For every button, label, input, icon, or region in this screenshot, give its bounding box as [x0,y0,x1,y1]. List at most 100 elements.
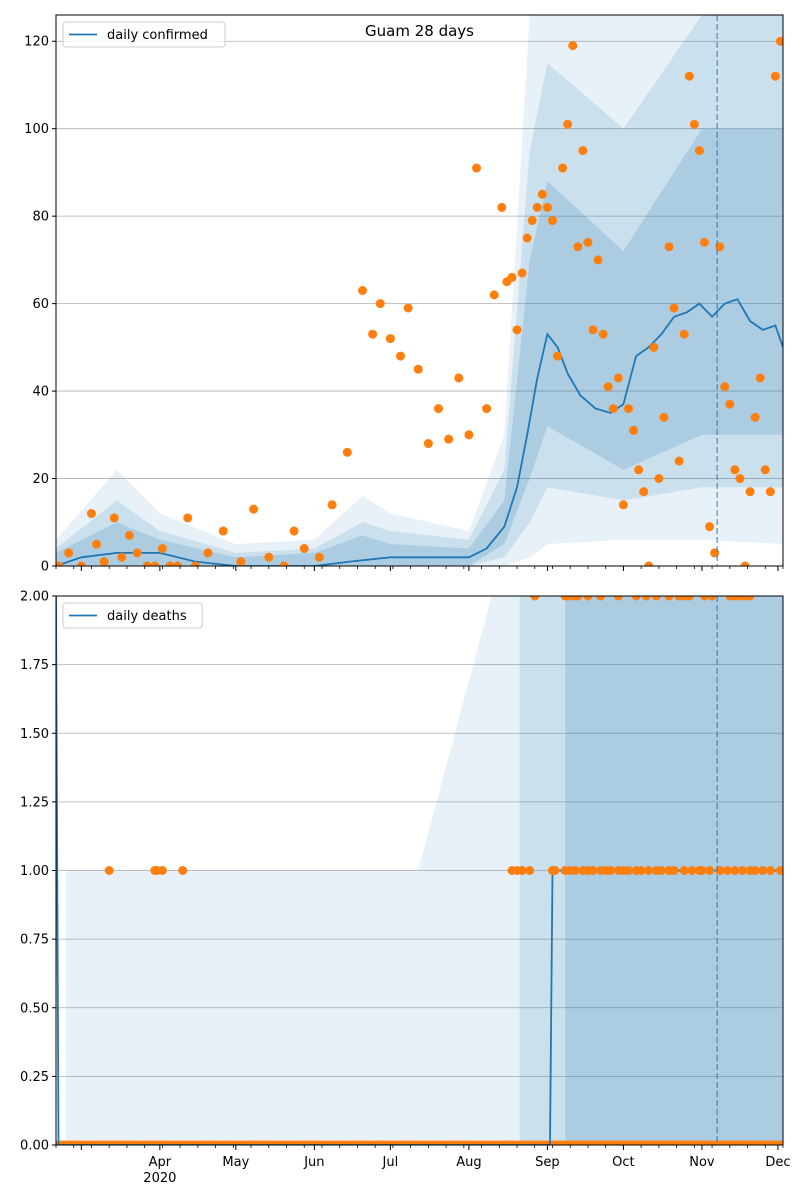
observed-point [623,404,633,414]
deaths-panel: 0.00 0.25 0.50 0.75 1.00 1.25 1.50 1.75 2.00 Apr M… [20,590,790,1187]
uncertainty-band-outer [66,596,783,1145]
x-year-label: 2020 [143,1171,176,1186]
observed-point [760,465,770,475]
observed-point [433,404,443,414]
observed-point [249,504,259,514]
observed-point [550,866,560,875]
observed-point [623,866,633,875]
axes-frame [55,14,784,567]
observed-point [573,242,583,252]
x-tick-label: Jul [382,1155,399,1170]
y-tick-label: 80 [32,210,49,225]
observed-point [606,866,616,875]
model-line [56,298,783,566]
observed-point [563,119,573,129]
observed-point [542,202,552,212]
y-tick-label: 0.25 [20,1070,49,1085]
observed-point [608,404,618,414]
observed-point [342,447,352,457]
observed-point [165,561,175,566]
x-tick-label: Aug [456,1155,481,1170]
observed-point [413,364,423,374]
x-tick-label: Dec [765,1155,790,1170]
observed-point [745,487,755,497]
observed-point [689,119,699,129]
observed-point [740,561,750,566]
observed-point [656,866,666,875]
observed-point [76,561,86,566]
observed-point [558,163,568,173]
observed-point [530,596,540,601]
observed-point [755,373,765,383]
observed-point [573,596,583,601]
observed-point [735,474,745,484]
observed-point [613,596,623,601]
observed-point [56,561,64,566]
observed-point [522,233,532,243]
y-tick-label: 0.75 [20,933,49,948]
observed-point [327,500,337,510]
observed-point [644,561,654,566]
observed-point [596,596,606,601]
observed-point [517,268,527,278]
observed-point [697,866,707,875]
y-tick-label: 1.00 [20,864,49,879]
legend-label: daily confirmed [107,28,208,43]
x-tick-label: Nov [689,1155,715,1170]
observed-point [775,36,783,46]
observed-point [679,329,689,339]
observed-point [299,544,309,554]
y-tick-label: 100 [24,122,49,137]
observed-point [178,866,188,875]
y-tick-label: 0 [41,560,49,575]
observed-point [725,399,735,409]
y-tick-label: 0.50 [20,1001,49,1016]
y-tick-label: 2.00 [20,590,49,605]
observed-point [279,561,289,566]
observed-point [651,596,661,601]
observed-point [157,544,167,554]
legend-box [62,21,226,48]
observed-point [314,552,324,562]
observed-point [236,557,246,566]
observed-point [497,202,507,212]
observed-point [403,303,413,313]
observed-point [444,434,454,444]
x-tick-label: Apr [149,1155,172,1170]
observed-point [639,487,649,497]
observed-point [737,866,747,875]
observed-point [375,299,385,309]
observed-point [636,866,646,875]
observed-point [190,561,200,566]
y-tick-label: 1.25 [20,795,49,810]
observed-point [770,71,780,81]
observed-point [603,382,613,392]
observed-point [203,548,213,558]
observed-point [358,286,368,295]
observed-point [669,303,679,313]
observed-point [593,255,603,265]
observed-point [507,272,517,282]
y-tick-label: 20 [32,472,49,487]
y-tick-label: 120 [24,35,49,50]
observed-point [157,866,167,875]
x-tick-label: Sep [535,1155,560,1170]
observed-point [631,596,641,601]
uncertainty-band-middle [56,15,783,566]
plot-area [56,596,783,1145]
observed-point [679,866,689,875]
observed-point [715,242,725,252]
observed-point [758,866,768,875]
observed-point [649,342,659,352]
observed-point [489,290,499,300]
observed-point [707,596,717,601]
observed-point [173,561,183,566]
observed-point [588,325,598,335]
observed-point [765,866,775,875]
observed-point [634,465,644,475]
observed-point [750,412,760,422]
observed-point [644,866,654,875]
observed-point [588,866,598,875]
observed-point [289,526,299,536]
